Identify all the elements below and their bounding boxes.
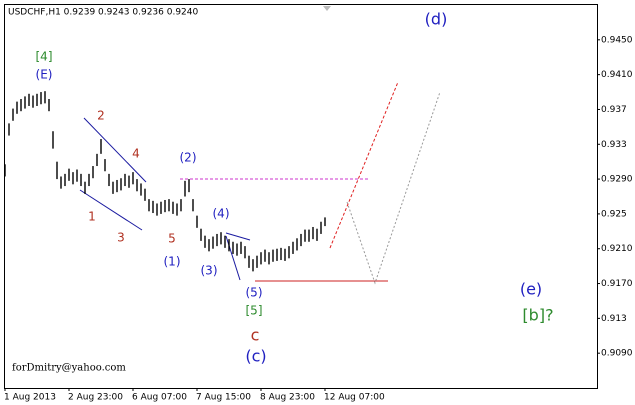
- wave-label: 4: [132, 147, 140, 161]
- wave-label: (c): [245, 347, 266, 366]
- wave-label: [4]: [36, 50, 53, 64]
- wave-label: c: [251, 326, 260, 345]
- wave-label: (3): [201, 264, 218, 278]
- y-tick-label: 0.9290: [601, 175, 633, 185]
- x-tick-label: 7 Aug 15:00: [196, 393, 251, 403]
- x-tick-label: 1 Aug 2013: [4, 393, 56, 403]
- wave-label: 3: [117, 231, 125, 245]
- y-tick-label: 0.9450: [601, 35, 633, 45]
- shift-marker: [323, 6, 331, 11]
- wave-label: [b]?: [522, 306, 553, 325]
- watermark: forDmitry@yahoo.com: [12, 363, 126, 374]
- chart-header: USDCHF,H1 0.9239 0.9243 0.9236 0.9240: [8, 8, 198, 18]
- wave-label: (2): [180, 151, 197, 165]
- y-tick-label: 0.9090: [601, 349, 633, 359]
- wave-label: [5]: [246, 304, 263, 318]
- y-tick-label: 0.9410: [601, 70, 633, 80]
- wave-label: (4): [213, 207, 230, 221]
- wave-label: (E): [36, 68, 53, 82]
- y-tick-label: 0.925: [601, 209, 627, 219]
- y-tick-label: 0.937: [601, 105, 627, 115]
- x-tick-label: 2 Aug 23:00: [68, 393, 123, 403]
- y-tick-label: 0.9210: [601, 244, 633, 254]
- wave-label: (e): [520, 280, 542, 299]
- x-tick-label: 8 Aug 23:00: [260, 393, 315, 403]
- plot-frame: [4, 4, 598, 389]
- wave-label: (5): [246, 286, 263, 300]
- projection: [346, 91, 441, 285]
- y-tick-label: 0.933: [601, 140, 627, 150]
- wave-label: 2: [97, 109, 105, 123]
- x-tick-label: 12 Aug 07:00: [324, 393, 385, 403]
- wave-label: (1): [164, 255, 181, 269]
- y-tick-label: 0.913: [601, 314, 627, 324]
- wave-label: 1: [88, 210, 96, 224]
- y-tick-label: 0.9170: [601, 279, 633, 289]
- wave-label: 5: [168, 232, 176, 246]
- wave-label: (d): [425, 10, 448, 29]
- x-tick-label: 6 Aug 07:00: [132, 393, 187, 403]
